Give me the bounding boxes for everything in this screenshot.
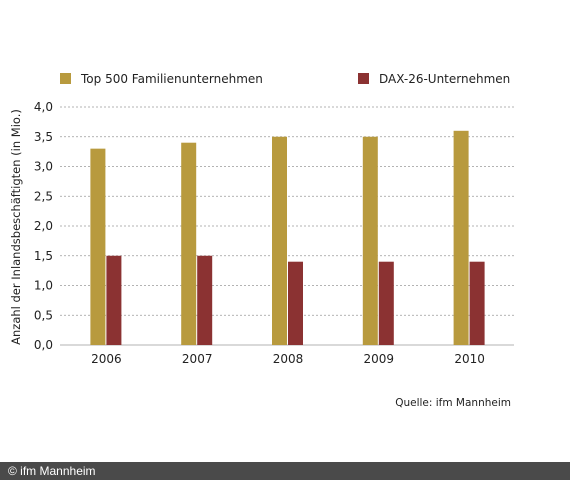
y-tick-label: 3,0 [34,160,53,174]
y-tick-label: 0,5 [34,308,53,322]
y-tick-label: 0,0 [34,338,53,352]
bar-dax-26-unternehmen-2007 [197,255,213,345]
bar-chart: 0,0 0,5 1,0 1,5 2,0 2,5 3,0 3,5 4,0 2006 2007 2008… [9,72,514,409]
y-tick-label: 1,5 [34,249,53,263]
legend-label-top-500: Top 500 Familienunternehmen [80,72,263,86]
bar-top-500-familienunternehmen-2008 [272,136,287,345]
x-tick-label: 2010 [454,352,485,366]
x-tick-labels: 2006 2007 2008 2009 2010 [91,352,485,366]
bar-top-500-familienunternehmen-2010 [453,130,469,345]
legend-label-dax-26: DAX-26-Unternehmen [379,72,510,86]
y-tick-label: 2,5 [34,189,53,203]
footer-bar: © ifm Mannheim [0,462,570,480]
y-tick-label: 2,0 [34,219,53,233]
x-tick-label: 2006 [91,352,122,366]
bar-top-500-familienunternehmen-2009 [362,136,378,345]
x-tick-label: 2007 [182,352,213,366]
y-tick-labels: 0,0 0,5 1,0 1,5 2,0 2,5 3,0 3,5 4,0 [34,100,53,352]
y-tick-label: 4,0 [34,100,53,114]
x-tick-label: 2009 [364,352,395,366]
legend-swatch-dax-26 [358,73,369,84]
legend: Top 500 Familienunternehmen DAX-26-Unter… [60,72,510,86]
x-tick-label: 2008 [273,352,304,366]
y-tick-label: 3,5 [34,130,53,144]
legend-swatch-top-500 [60,73,71,84]
bar-top-500-familienunternehmen-2006 [90,148,106,345]
copyright-text: © ifm Mannheim [8,464,96,478]
bar-dax-26-unternehmen-2010 [469,261,485,345]
bar-dax-26-unternehmen-2008 [288,261,303,345]
bars [90,130,485,345]
y-tick-label: 1,0 [34,279,53,293]
y-axis-label: Anzahl der Inlandsbeschäftigten (in Mio.… [9,109,23,345]
bar-dax-26-unternehmen-2009 [378,261,394,345]
bar-dax-26-unternehmen-2006 [106,255,122,345]
bar-top-500-familienunternehmen-2007 [181,142,197,345]
source-note: Quelle: ifm Mannheim [395,397,511,409]
